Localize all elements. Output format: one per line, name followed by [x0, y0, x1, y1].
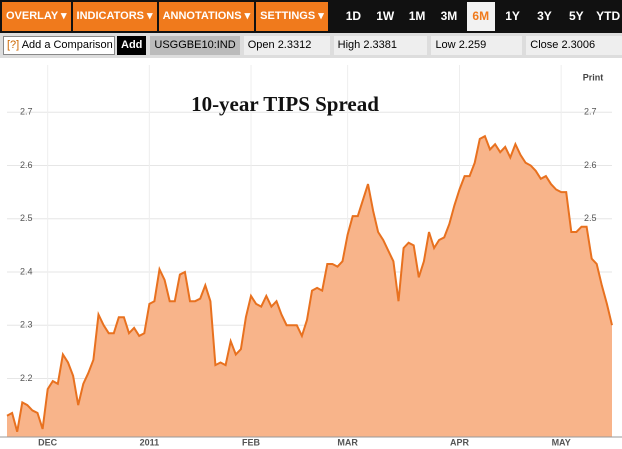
range-button[interactable]: 1M: [408, 9, 426, 23]
quote-field: Low 2.259: [431, 36, 523, 55]
y-tick-label: 2.4: [20, 266, 33, 276]
x-tick-label: 2011: [140, 437, 160, 447]
y-tick-label-right: 2.5: [584, 213, 597, 223]
area: [7, 136, 612, 437]
field-label: Low: [435, 39, 456, 51]
field-value: 2.259: [458, 39, 487, 51]
field-value: 2.3381: [363, 39, 398, 51]
add-button[interactable]: Add: [117, 36, 147, 55]
field-label: High: [337, 39, 361, 51]
range-button[interactable]: 1W: [376, 9, 395, 23]
placeholder: Add a Comparison: [21, 39, 113, 51]
range-button[interactable]: 3M: [440, 9, 458, 23]
quote-field: Close 2.3006: [526, 36, 622, 55]
y-tick-label: 2.2: [20, 373, 33, 383]
toolbar: OVERLAYINDICATORSANNOTATIONSSETTINGS 1D 1W…: [0, 0, 622, 33]
range-button[interactable]: 3Y: [537, 9, 552, 23]
range-button[interactable]: 1Y: [505, 9, 520, 23]
menu-button[interactable]: INDICATORS: [72, 2, 157, 31]
x-tick-label: FEB: [242, 437, 261, 447]
field-value: 2.3312: [277, 39, 312, 51]
x-tick-label: MAR: [337, 437, 358, 447]
menu-button[interactable]: ANNOTATIONS: [158, 2, 255, 31]
y-tick-label: 2.5: [20, 213, 33, 223]
menu-button[interactable]: SETTINGS: [256, 2, 328, 31]
quote-field: High 2.3381: [333, 36, 428, 55]
menu-button[interactable]: OVERLAY: [2, 2, 71, 31]
range-button[interactable]: 6M: [466, 2, 495, 31]
help[interactable]: [?]: [7, 39, 20, 51]
quote-bar: [?] Add a Comparison Add USGGBE10:IND Op…: [0, 33, 622, 58]
range-button[interactable]: YTD: [596, 9, 621, 23]
field-label: Close: [530, 39, 559, 51]
quote-field: Open 2.3312: [243, 36, 330, 55]
y-tick-label-right: 2.6: [584, 160, 597, 170]
field-value: 2.3006: [561, 39, 596, 51]
x-tick-label: MAY: [552, 437, 571, 447]
x-tick-label: APR: [450, 437, 470, 447]
line: [6, 134, 613, 432]
y-tick-label: 2.6: [20, 160, 33, 170]
y-tick-label-right: 2.7: [584, 107, 597, 117]
field-label: Open: [247, 39, 275, 51]
range-button[interactable]: 5Y: [568, 9, 584, 23]
y-tick-label: 2.7: [20, 107, 33, 117]
comparison-input[interactable]: [?] Add a Comparison: [3, 36, 115, 55]
chart-title: 10-year TIPS Spread: [191, 92, 379, 116]
x-tick-label: DEC: [38, 437, 58, 447]
print-link[interactable]: Print: [583, 72, 604, 82]
range-button[interactable]: 1D: [345, 9, 362, 23]
ticker: USGGBE10:IND: [150, 36, 240, 55]
y-tick-label: 2.3: [20, 320, 33, 330]
